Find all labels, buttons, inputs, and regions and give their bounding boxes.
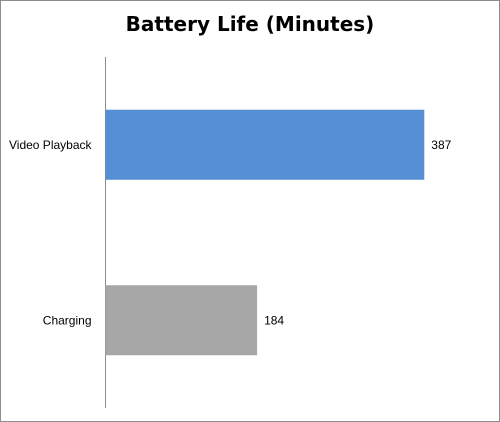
category-label: Charging bbox=[43, 313, 92, 327]
data-label: 387 bbox=[431, 138, 451, 152]
chart-title: Battery Life (Minutes) bbox=[125, 12, 375, 36]
bar-video-playback bbox=[105, 109, 425, 180]
category-label: Video Playback bbox=[9, 138, 93, 152]
bar-charging bbox=[105, 285, 258, 356]
data-label: 184 bbox=[264, 313, 284, 327]
bar-marks: Video Playback 387 Charging 184 bbox=[9, 109, 452, 356]
